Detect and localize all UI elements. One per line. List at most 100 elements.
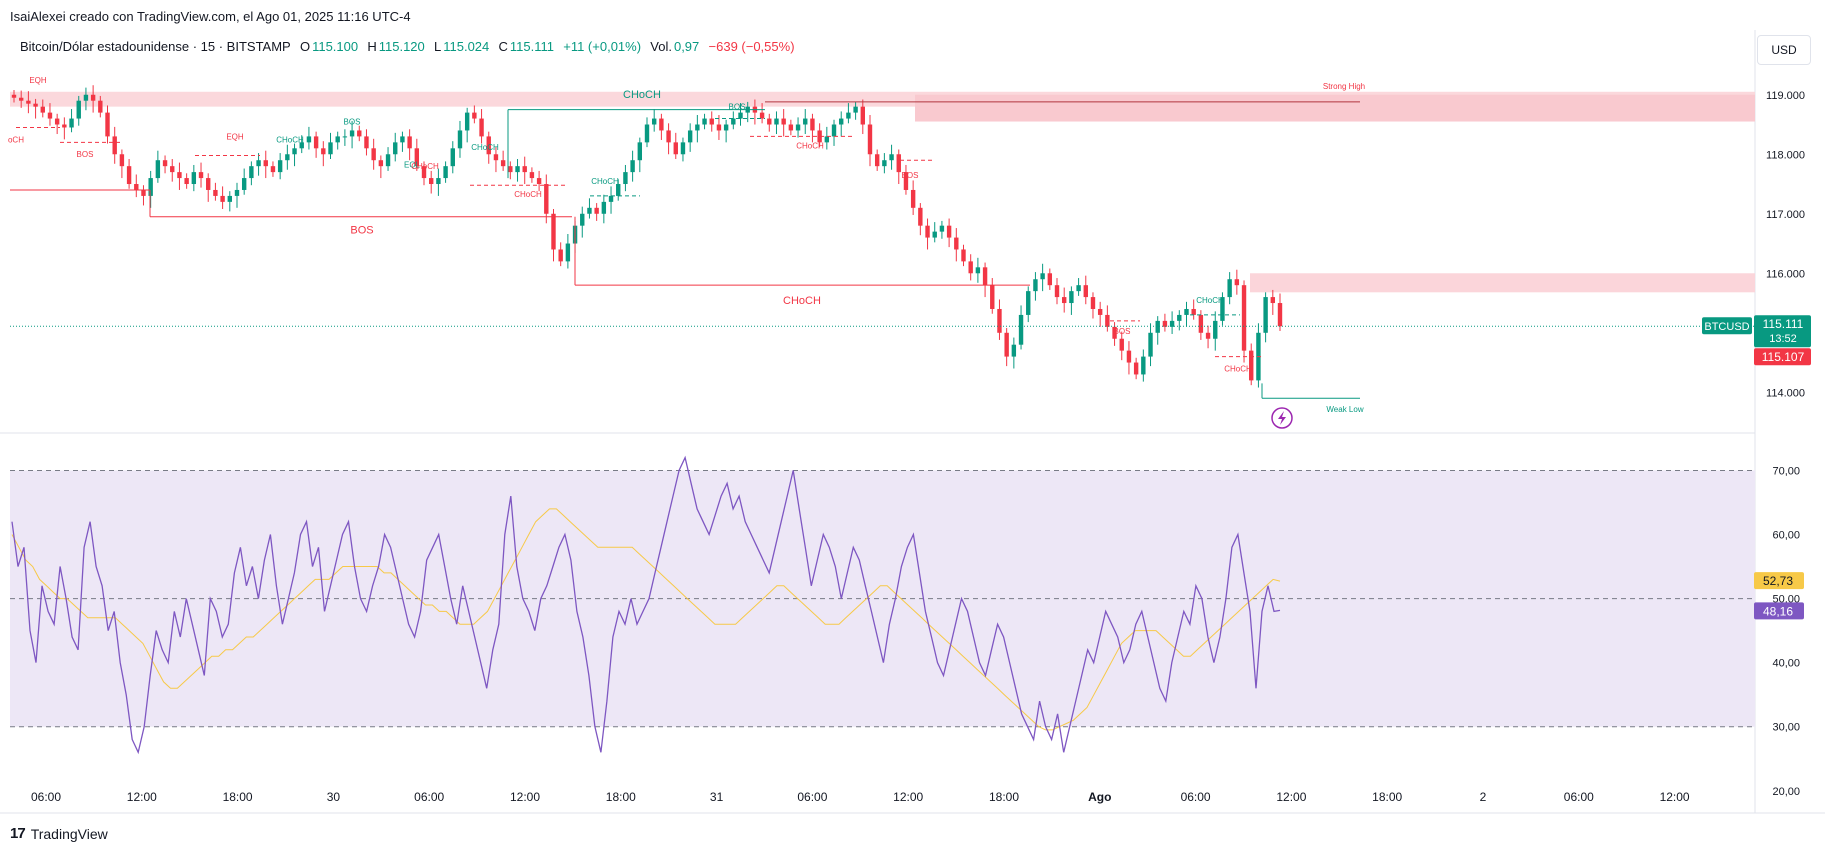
candle-body [464,112,470,131]
strong-high-label: Strong High [1323,82,1365,91]
candle-body [1018,314,1024,345]
candle-body [1162,320,1168,327]
axes-layer: 119.000 118.000 117.000 116.000 114.000 BTCUS… [31,90,1811,804]
rsi-tick-label: 60,00 [1772,530,1800,542]
choch-small-label-8: CHoCH [1224,364,1252,373]
candle-body [313,136,319,149]
candle-body [1119,338,1124,351]
candle-body [961,249,966,262]
candle-body [493,154,499,161]
zones-layer [10,91,1755,293]
candle-body [62,124,67,128]
candle-body [846,112,851,119]
candle-body [659,118,664,131]
rsi-tick-label: 40,00 [1772,658,1800,670]
candle-body [1054,285,1060,298]
legend-symbol[interactable]: Bitcoin/Dólar estadounidense · 15 · BITS… [20,39,291,54]
candle-body [1263,297,1268,333]
bos-small-label-4: BOS [902,171,919,180]
time-tick-label: 18:00 [223,790,253,804]
candle-body [90,94,96,101]
candle-body [558,249,563,262]
candle-body [788,124,794,131]
candle-body [33,103,38,107]
rsi-tick-label: 70,00 [1772,465,1800,477]
candle-body [1220,297,1225,321]
candle-body [472,112,477,119]
candle-body [98,100,103,113]
candle-body [40,106,45,113]
candle-body [695,124,700,131]
choch-small-label: CHoCH [276,135,304,144]
time-tick-label: 2 [1480,790,1487,804]
candle-body [1277,303,1283,327]
candle-body [436,178,441,185]
price-tick-label: 116.000 [1766,268,1805,280]
candle-body [400,136,405,143]
time-tick-label: 30 [327,790,341,804]
candle-body [536,178,542,185]
candle-body [306,136,312,143]
candle-body [83,94,89,101]
choch-top-label: CHoCH [623,89,661,101]
time-tick-label: 12:00 [127,790,157,804]
choch-small-label-6: CHoCH [796,141,824,150]
price-tick-label: 114.000 [1766,387,1805,399]
time-tick-label: 18:00 [1372,790,1402,804]
candle-body [335,136,340,143]
candle-body [551,213,556,250]
candle-body [910,189,916,208]
legend-low-label: L [434,39,442,54]
candle-body [565,243,571,262]
candle-body [414,148,420,167]
candle-body [1227,279,1232,298]
symbol-tag: BTCUSD [1704,321,1749,333]
candle-body [781,118,786,125]
candle-body [393,142,398,155]
candle-body [903,172,909,190]
current-price-bg [1754,315,1811,348]
candle-body [299,142,304,149]
candle-body [731,118,736,125]
tradingview-logo[interactable]: 17 TradingView [10,825,108,842]
candle-body [112,136,117,155]
candle-body [1011,344,1017,357]
structure-layer: BOS CHoCH CHoCH Strong High Weak Low EQH oCH BO… [8,76,1755,429]
candle-body [982,267,988,286]
rsi-ma-line [11,508,1281,731]
legend-high-label: H [367,39,377,54]
candle-body [702,118,707,125]
eql-label: EQL [404,160,421,169]
candle-body [810,118,815,131]
candle-body [256,160,261,167]
candle-body [349,130,355,137]
candle-body [918,207,923,226]
rsi-line [11,455,1281,755]
legend-close-label: C [498,39,508,54]
candle-body [378,160,384,167]
candle-body [26,100,31,104]
candle-body [141,189,146,196]
currency-button[interactable]: USD [1757,35,1811,65]
candle-body [601,201,607,214]
candle-body [1241,285,1247,351]
legend-high-value: 115.120 [378,39,425,54]
candle-body [486,136,491,155]
rsi-tick-label: 30,00 [1772,722,1800,734]
candle-body [637,142,643,161]
candle-body [126,166,132,185]
rsi-tag: 48,16 [1763,604,1793,618]
candle-body [759,112,765,119]
candle-body [1069,291,1074,304]
legend-open-value: 115.100 [312,39,359,54]
choch-small-label-5: CHoCH [591,177,619,186]
choch-small-label-7: CHoCH [1196,296,1224,305]
candle-body [155,160,161,179]
candle-body [587,207,592,214]
candle-body [1234,279,1240,286]
edge-choch-label: oCH [8,135,24,144]
supply-zone-low [1250,273,1755,293]
rsi-ma-tag-bg [1754,572,1804,590]
candle-body [450,148,455,167]
